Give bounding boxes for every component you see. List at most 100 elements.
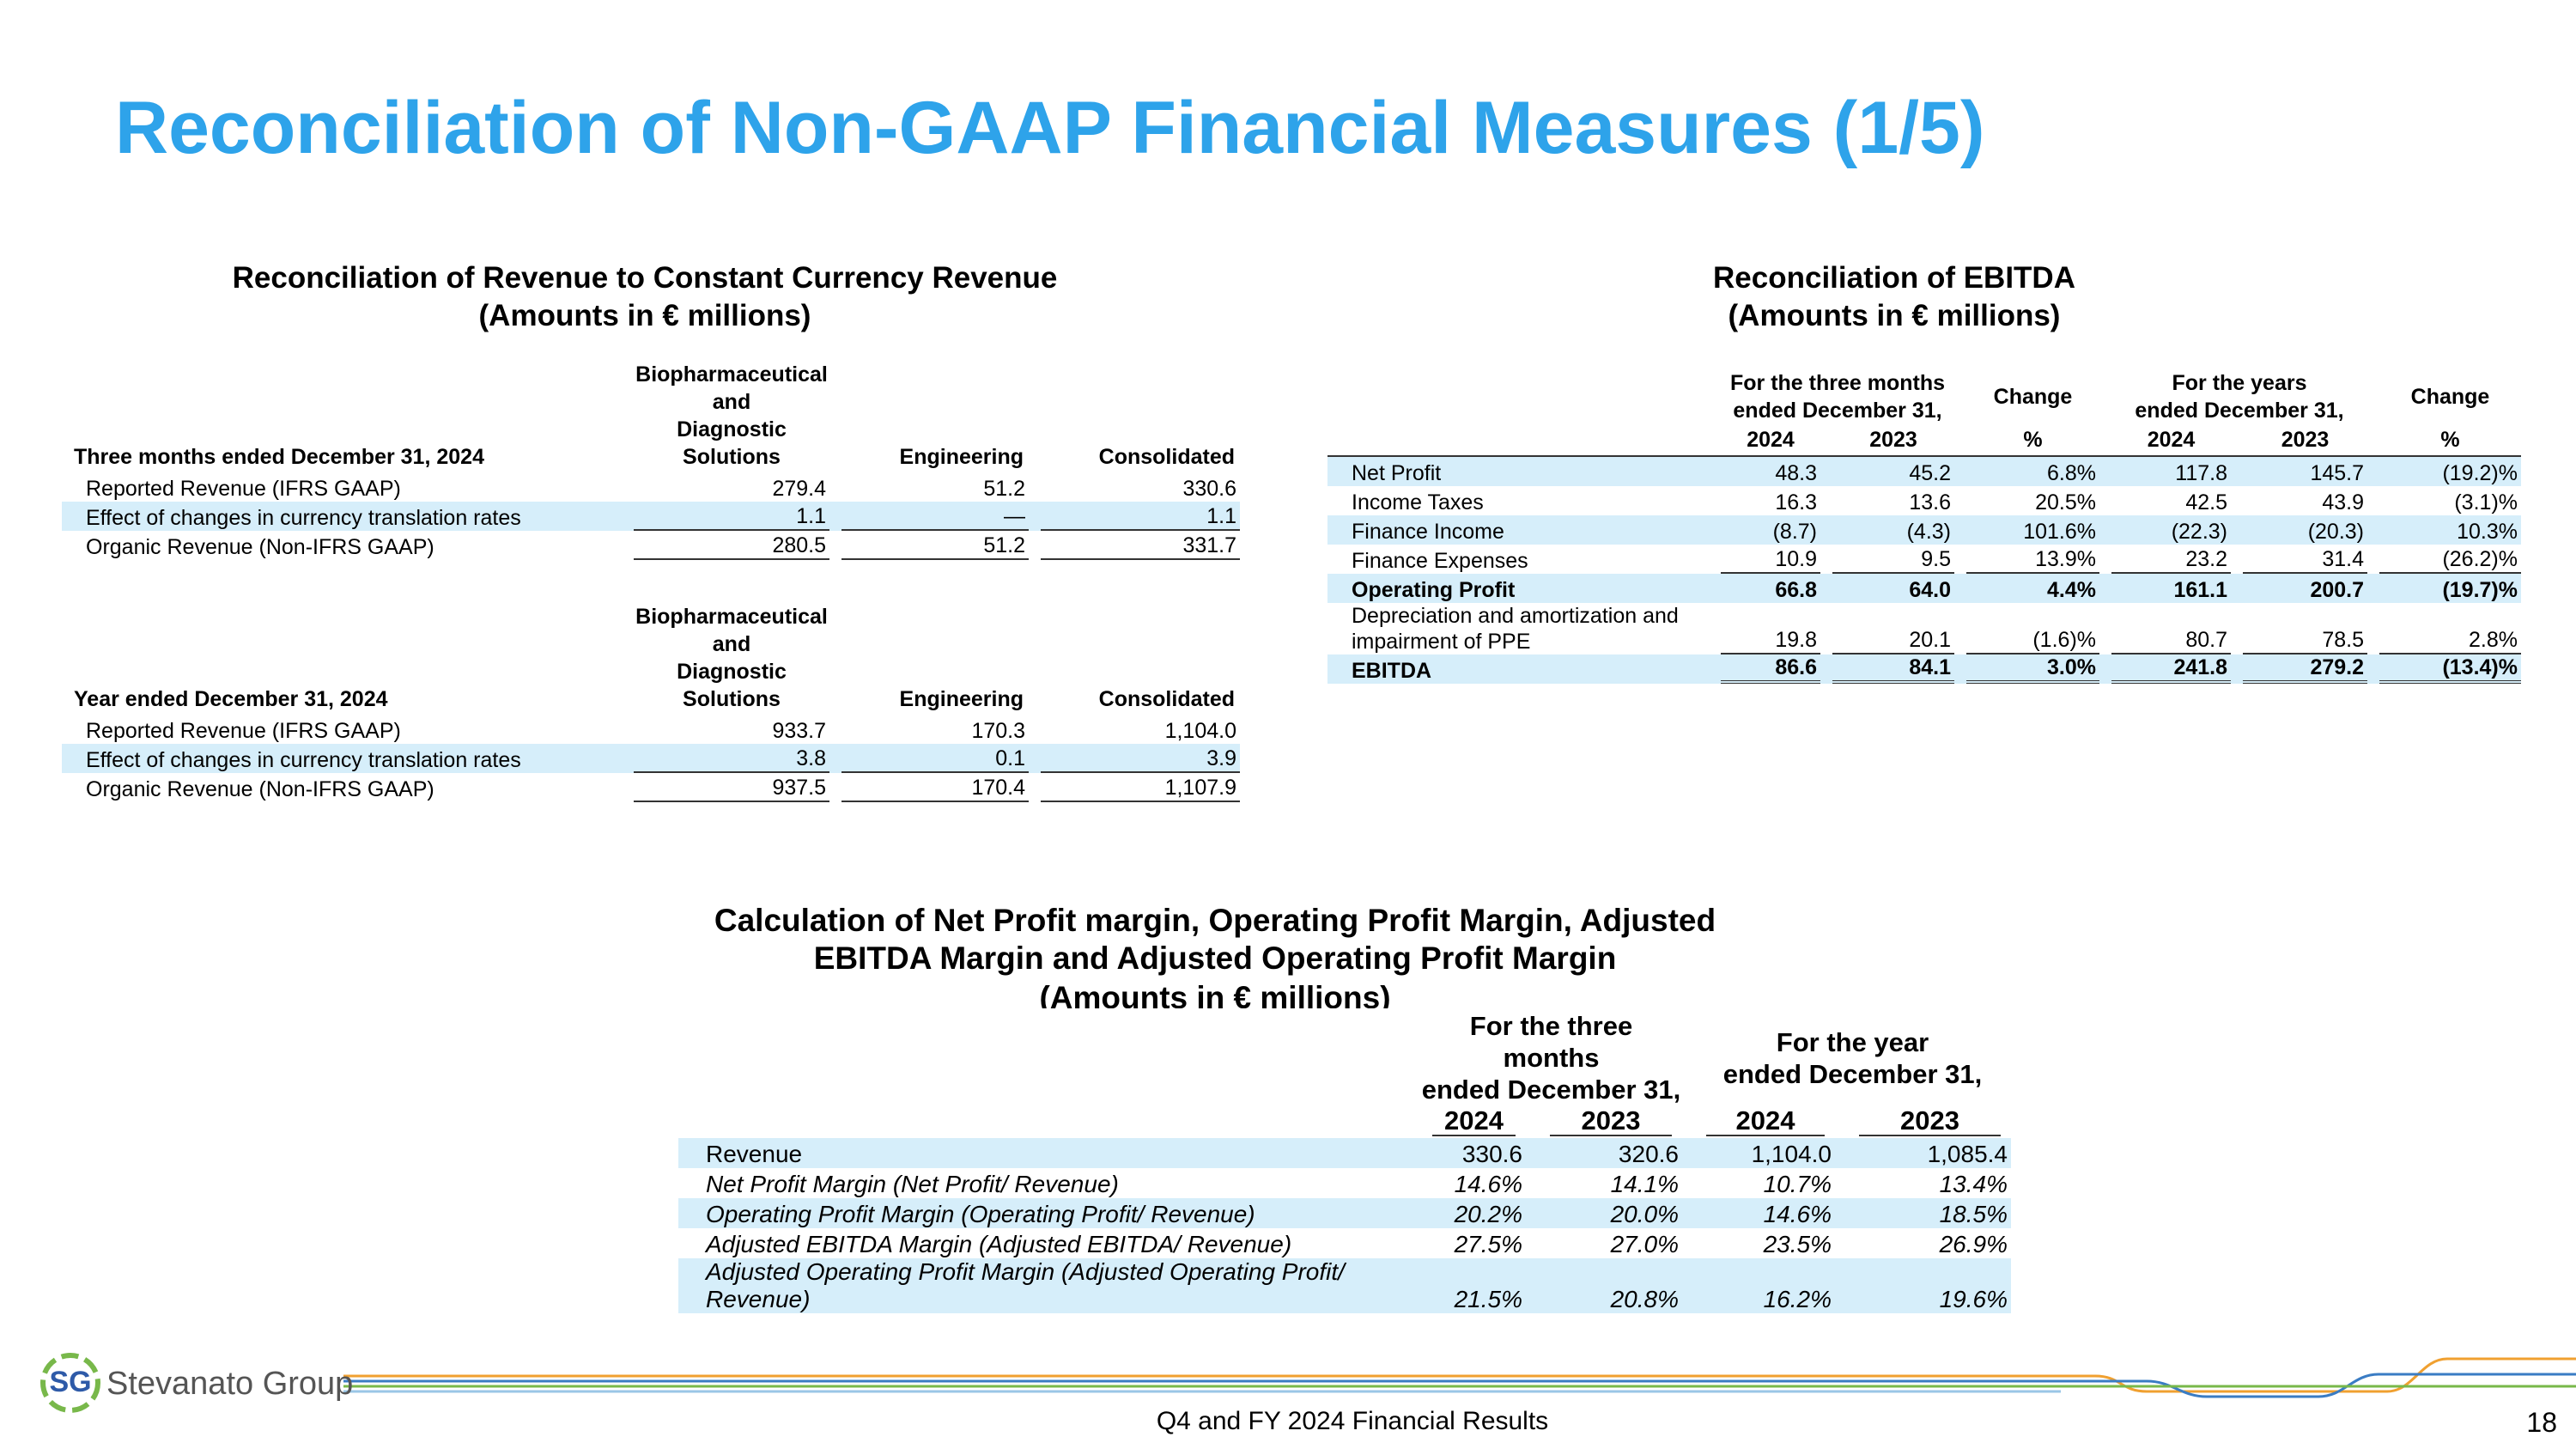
- value-cell: 14.1%: [1526, 1168, 1682, 1198]
- value: 45.2: [1909, 461, 1951, 485]
- value: (3.1)%: [2454, 490, 2518, 514]
- row-label: EBITDA: [1327, 654, 1709, 684]
- value-cell: 42.5: [2099, 486, 2231, 515]
- value-cell: 51.2: [829, 531, 1029, 560]
- column-header: Engineering: [899, 445, 1024, 469]
- value-cell: 161.1: [2099, 574, 2231, 603]
- column-header: %: [2367, 426, 2521, 457]
- value: 101.6%: [2023, 520, 2096, 544]
- row-label: Effect of changes in currency translatio…: [62, 502, 622, 531]
- value: (22.3): [2171, 520, 2227, 544]
- value-cell: 26.9%: [1835, 1228, 2011, 1258]
- ebitda-table: For the three months ended December 31, C…: [1327, 369, 2521, 684]
- value-cell: (19.7)%: [2367, 574, 2521, 603]
- value-cell: 48.3: [1709, 456, 1820, 486]
- value-cell: 45.2: [1820, 456, 1954, 486]
- value: 66.8: [1775, 578, 1817, 602]
- value-cell: 117.8: [2099, 456, 2231, 486]
- value-cell: 14.6%: [1682, 1198, 1835, 1228]
- value-cell: 280.5: [622, 531, 829, 560]
- row-label: Adjusted Operating Profit Margin (Adjust…: [678, 1258, 1408, 1313]
- ebitda-title: Reconciliation of EBITDA: [1713, 261, 2075, 295]
- value-cell: 1,104.0: [1682, 1138, 1835, 1168]
- value: 330.6: [1182, 477, 1236, 501]
- table-row: Effect of changes in currency translatio…: [62, 744, 1240, 773]
- value: (4.3): [1906, 520, 1951, 544]
- value-cell: 20.2%: [1408, 1198, 1526, 1228]
- value-cell: 330.6: [1029, 472, 1240, 502]
- year: 2023: [1550, 1107, 1672, 1136]
- value-cell: 3.8: [622, 744, 829, 773]
- value: (26.2)%: [2379, 547, 2521, 574]
- value-cell: 170.4: [829, 773, 1029, 802]
- value: 280.5: [634, 533, 829, 560]
- value-cell: 145.7: [2231, 456, 2367, 486]
- value-cell: 13.9%: [1954, 545, 2099, 574]
- footer-decoration: [343, 1357, 2576, 1398]
- row-label: Depreciation and amortization and impair…: [1352, 604, 1679, 654]
- value-cell: 23.2: [2099, 545, 2231, 574]
- table-row: Adjusted EBITDA Margin (Adjusted EBITDA/…: [678, 1228, 2011, 1258]
- table-row: Organic Revenue (Non-IFRS GAAP) 937.5 170.…: [62, 773, 1240, 802]
- value-cell: 20.1: [1820, 603, 1954, 654]
- table-row: Effect of changes in currency translatio…: [62, 502, 1240, 531]
- value-cell: 19.6%: [1835, 1258, 2011, 1313]
- value-cell: 80.7: [2099, 603, 2231, 654]
- column-header: 2023: [1526, 1107, 1682, 1138]
- year: 2024: [1432, 1107, 1516, 1136]
- period-label: Three months ended December 31, 2024: [74, 445, 484, 469]
- value: 23.5%: [1763, 1231, 1832, 1257]
- value-cell: 4.4%: [1954, 574, 2099, 603]
- value: 1,085.4: [1927, 1141, 2008, 1167]
- value-cell: 101.6%: [1954, 515, 2099, 545]
- blank: [1327, 369, 1709, 426]
- column-header: 2024: [1408, 1107, 1526, 1138]
- row-label: Adjusted EBITDA Margin (Adjusted EBITDA/…: [706, 1231, 1292, 1257]
- value-cell: (22.3): [2099, 515, 2231, 545]
- value-cell: (26.2)%: [2367, 545, 2521, 574]
- column-header: 2024: [1682, 1107, 1835, 1138]
- value-cell: (1.6)%: [1954, 603, 2099, 654]
- value: (19.2)%: [2442, 461, 2518, 485]
- slide-title: Reconciliation of Non-GAAP Financial Mea…: [115, 87, 1985, 169]
- revenue-table: Three months ended December 31, 2024 Biop…: [62, 361, 1240, 560]
- column-header: Consolidated: [1098, 687, 1235, 711]
- logo-icon: SG: [40, 1353, 100, 1413]
- group-header: For the three months ended December 31,: [1729, 371, 1945, 423]
- value-cell: 14.6%: [1408, 1168, 1526, 1198]
- value: 27.5%: [1454, 1231, 1522, 1257]
- margin-table: For the three months ended December 31, F…: [678, 1010, 2011, 1313]
- value: 14.6%: [1454, 1171, 1522, 1197]
- group-header: For the years ended December 31,: [2135, 371, 2344, 423]
- value: (19.7)%: [2442, 578, 2518, 602]
- value: 18.5%: [1939, 1201, 2008, 1227]
- value: 43.9: [2322, 490, 2364, 514]
- value: —: [841, 504, 1029, 531]
- value-cell: 6.8%: [1954, 456, 2099, 486]
- value-cell: 10.9: [1709, 545, 1820, 574]
- margin-subtitle: (Amounts in € millions): [1039, 980, 1391, 1008]
- row-label: Net Profit Margin (Net Profit/ Revenue): [706, 1171, 1119, 1197]
- value: 27.0%: [1610, 1231, 1679, 1257]
- value: 10.7%: [1763, 1171, 1832, 1197]
- blank: [1327, 426, 1709, 457]
- value-cell: 86.6: [1709, 654, 1820, 684]
- value-cell: 27.5%: [1408, 1228, 1526, 1258]
- value-cell: 21.5%: [1408, 1258, 1526, 1313]
- value-cell: 331.7: [1029, 531, 1240, 560]
- footer-text: Q4 and FY 2024 Financial Results: [1156, 1407, 1549, 1435]
- value-cell: 27.0%: [1526, 1228, 1682, 1258]
- column-header: 2023: [2231, 426, 2367, 457]
- table-row: Organic Revenue (Non-IFRS GAAP) 280.5 51.2…: [62, 531, 1240, 560]
- table-row: Revenue 330.6 320.6 1,104.0 1,085.4: [678, 1138, 2011, 1168]
- value: 78.5: [2243, 628, 2367, 654]
- value-cell: 13.4%: [1835, 1168, 2011, 1198]
- value: 933.7: [772, 719, 826, 743]
- column-header: Consolidated: [1098, 445, 1235, 469]
- value: 9.5: [1832, 547, 1954, 574]
- value: 14.1%: [1610, 1171, 1679, 1197]
- row-label: Revenue: [678, 1138, 1408, 1168]
- value-cell: —: [829, 502, 1029, 531]
- group-row: For the three months ended December 31, F…: [678, 1010, 2011, 1107]
